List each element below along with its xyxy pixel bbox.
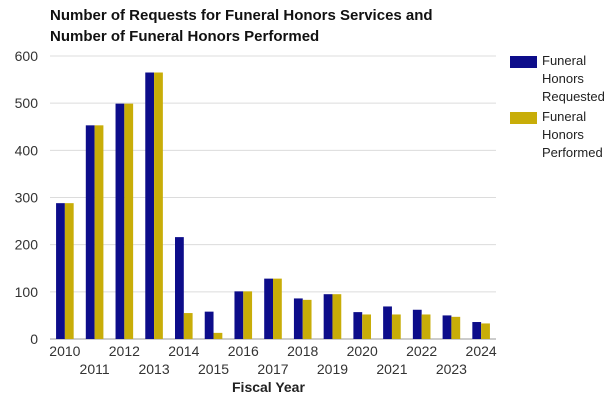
bar-requested-2015 <box>204 311 214 339</box>
bar-performed-2015 <box>213 332 223 339</box>
bar-requested-2022 <box>412 309 422 339</box>
legend-label-performed: Funeral Honors Performed <box>542 109 603 160</box>
y-tick-label-600: 600 <box>15 48 39 64</box>
x-tick-label-2021: 2021 <box>376 361 407 377</box>
bar-requested-2010 <box>56 203 65 339</box>
legend-label-requested: Funeral Honors Requested <box>542 53 605 104</box>
x-tick-label-2011: 2011 <box>80 361 110 377</box>
bar-requested-2020 <box>353 312 363 339</box>
bar-requested-2018 <box>293 298 303 339</box>
x-tick-label-2020: 2020 <box>347 343 378 359</box>
y-tick-label-400: 400 <box>15 142 39 158</box>
x-tick-label-2023: 2023 <box>436 361 467 377</box>
legend-swatch-requested <box>510 56 537 68</box>
legend-item-performed: Funeral Honors Performed <box>510 108 613 162</box>
bar-requested-2012 <box>115 103 125 339</box>
x-tick-label-2015: 2015 <box>198 361 229 377</box>
bar-performed-2017 <box>273 278 282 339</box>
bar-performed-2011 <box>94 125 104 340</box>
y-tick-label-0: 0 <box>30 331 38 347</box>
chart-title-line-2: Number of Funeral Honors Performed <box>50 28 320 45</box>
y-tick-label-200: 200 <box>15 237 39 253</box>
y-tick-label-300: 300 <box>15 190 39 206</box>
bar-performed-2024 <box>481 323 490 339</box>
bar-requested-2017 <box>264 278 273 339</box>
y-tick-label-100: 100 <box>15 284 39 300</box>
y-tick-label-500: 500 <box>15 95 39 111</box>
bar-performed-2010 <box>64 203 74 339</box>
x-tick-label-2018: 2018 <box>287 343 318 359</box>
x-tick-label-2017: 2017 <box>257 361 288 377</box>
x-tick-label-2010: 2010 <box>49 343 80 359</box>
chart-title: Number of Requests for Funeral Honors Se… <box>50 5 433 47</box>
x-tick-label-2013: 2013 <box>138 361 169 377</box>
bar-requested-2024 <box>472 322 482 339</box>
bar-requested-2016 <box>234 291 244 339</box>
bar-performed-2019 <box>332 294 342 339</box>
bar-performed-2016 <box>243 291 253 339</box>
legend-item-requested: Funeral Honors Requested <box>510 52 613 106</box>
bar-performed-2014 <box>183 313 193 339</box>
bar-performed-2020 <box>362 314 371 339</box>
bar-requested-2019 <box>323 294 333 339</box>
x-tick-label-2019: 2019 <box>317 361 348 377</box>
x-tick-label-2012: 2012 <box>109 343 140 359</box>
bar-performed-2018 <box>302 299 312 339</box>
x-tick-label-2022: 2022 <box>406 343 437 359</box>
bar-requested-2013 <box>145 72 155 339</box>
x-tick-label-2016: 2016 <box>228 343 259 359</box>
legend-swatch-performed <box>510 112 537 124</box>
bar-requested-2011 <box>85 125 95 340</box>
bar-performed-2013 <box>154 72 163 339</box>
bar-performed-2022 <box>421 314 431 339</box>
x-axis-title: Fiscal Year <box>232 379 305 395</box>
bar-performed-2021 <box>391 314 401 339</box>
bar-requested-2023 <box>442 315 452 339</box>
bar-requested-2021 <box>383 306 392 339</box>
x-tick-label-2024: 2024 <box>466 343 497 359</box>
bar-requested-2014 <box>175 237 184 339</box>
chart-title-line-1: Number of Requests for Funeral Honors Se… <box>50 7 433 24</box>
bar-performed-2012 <box>124 103 134 339</box>
bar-performed-2023 <box>451 316 461 339</box>
chart-legend: Funeral Honors Requested Funeral Honors … <box>510 52 613 164</box>
x-tick-label-2014: 2014 <box>168 343 199 359</box>
